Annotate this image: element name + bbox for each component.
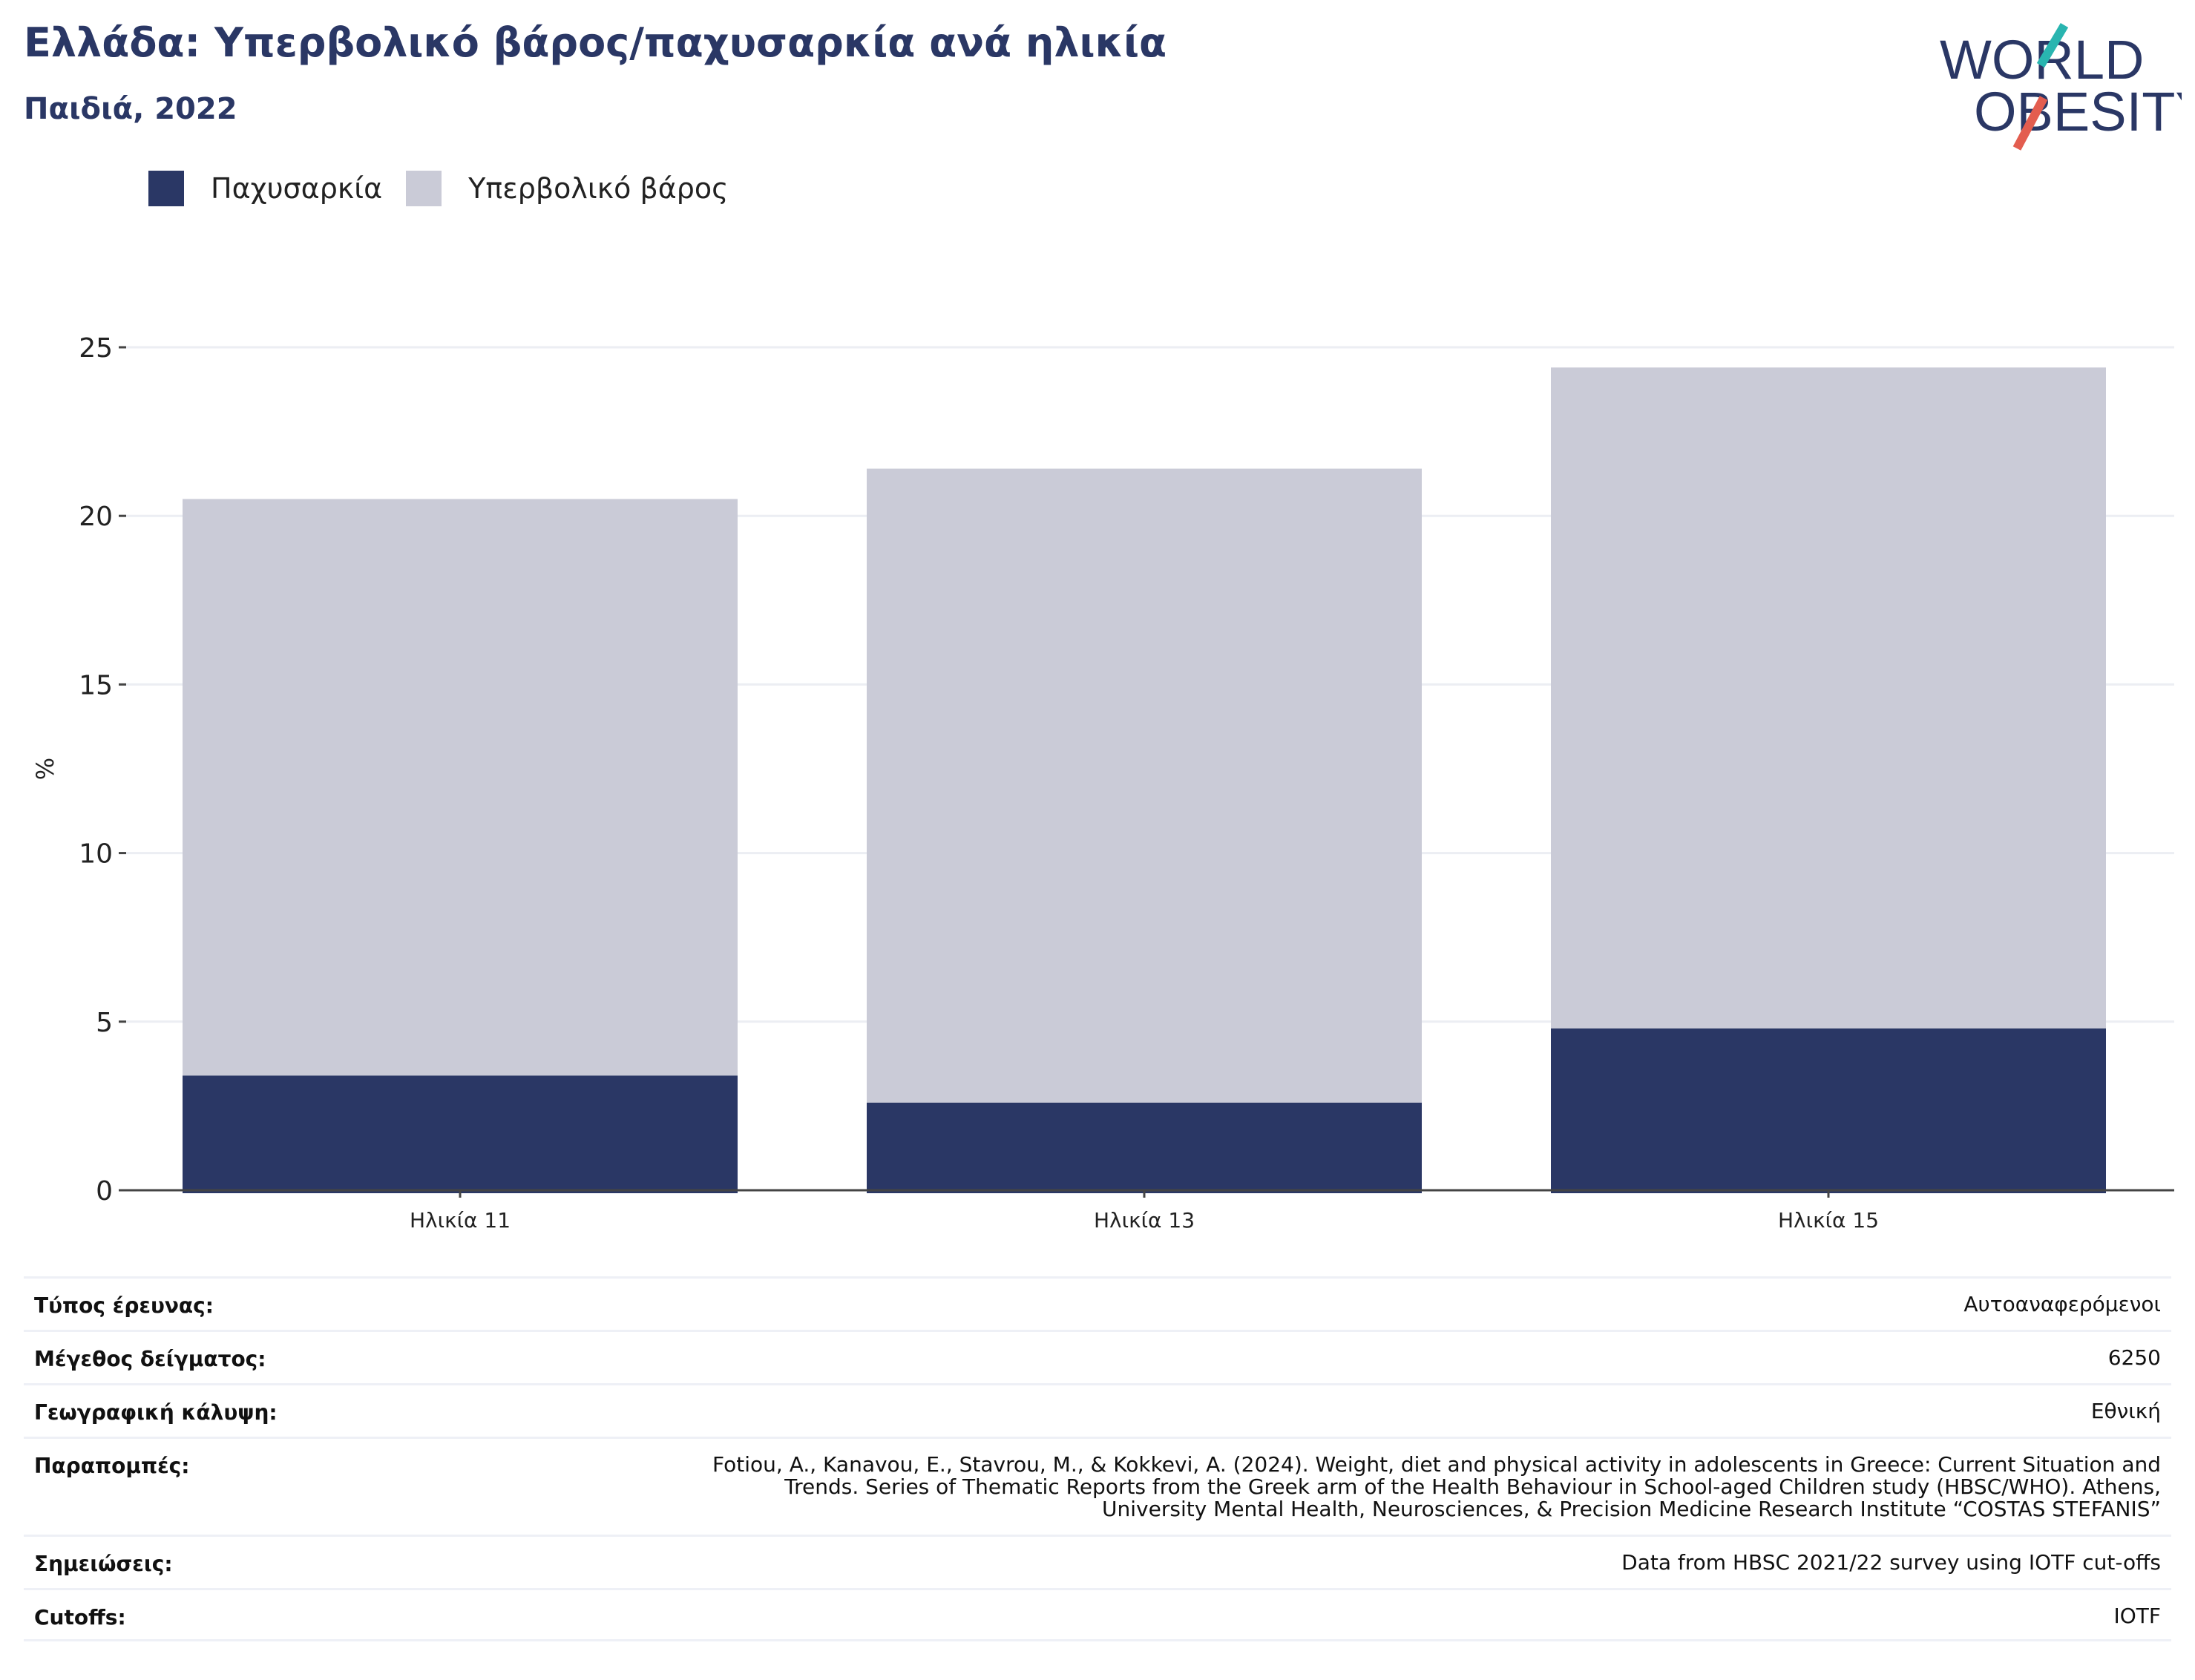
metadata-value: Data from HBSC 2021/22 survey using IOTF… [1621,1550,2161,1575]
x-axis-ticks: Ηλικία 11 Ηλικία 13 Ηλικία 15 [410,1190,1879,1233]
bar-segment[interactable] [183,1075,738,1193]
y-tick-label: 15 [79,670,113,700]
y-tick-label: 5 [96,1008,113,1038]
metadata-label: Τύπος έρευνας: [34,1293,214,1318]
chart-title: Ελλάδα: Υπερβολικό βάρος/παχυσαρκία ανά … [24,19,1167,66]
legend-swatch [406,171,442,206]
metadata-row: Τύπος έρευνας: Αυτοαναφερόμενοι [24,1276,2171,1330]
bars [183,367,2106,1193]
y-tick-label: 0 [96,1176,113,1207]
metadata-value-line: University Mental Health, Neurosciences,… [1102,1497,2161,1521]
metadata-value-line: Trends. Series of Thematic Reports from … [784,1474,2161,1499]
stacked-bar-chart: 0 5 10 15 20 25 Ηλικία 11 Ηλικία 13 Ηλικία 15 % [31,333,2174,1233]
metadata-row: Γεωγραφική κάλυψη: Εθνική [24,1383,2171,1437]
bar-segment[interactable] [183,499,738,1076]
metadata-value: IOTF [2113,1604,2161,1628]
metadata-label: Μέγεθος δείγματος: [34,1347,266,1371]
metadata-label: Γεωγραφική κάλυψη: [34,1400,278,1425]
metadata-label: Σημειώσεις: [34,1552,173,1576]
chart-subtitle: Παιδιά, 2022 [24,92,237,126]
metadata-row: Cutoffs: IOTF [24,1588,2171,1641]
logo-slash-teal [2036,22,2069,68]
legend: Παχυσαρκία Υπερβολικό βάρος [148,171,752,206]
bar-segment[interactable] [867,1102,1422,1193]
y-axis-ticks: 0 5 10 15 20 25 [79,333,126,1207]
legend-item[interactable]: Παχυσαρκία [148,171,382,206]
metadata-table: Τύπος έρευνας: Αυτοαναφερόμενοι Μέγεθος δε… [24,1276,2171,1641]
legend-swatch [148,171,184,206]
y-axis-label: % [31,758,59,780]
x-tick-label: Ηλικία 13 [1094,1208,1195,1233]
metadata-value: 6250 [2107,1345,2161,1370]
metadata-label: Παραπομπές: [34,1454,190,1478]
legend-label: Υπερβολικό βάρος [468,172,729,205]
y-tick-label: 25 [79,333,113,364]
logo-slash-red [2012,96,2048,151]
metadata-value: Fotiou, A., Kanavou, E., Stavrou, M., & … [712,1454,2161,1520]
metadata-value: Αυτοαναφερόμενοι [1963,1292,2161,1316]
logo-line-2: OBESITY [1974,81,2182,142]
y-tick-label: 10 [79,839,113,870]
x-tick-label: Ηλικία 15 [1778,1208,1879,1233]
metadata-row: Σημειώσεις: Data from HBSC 2021/22 survey… [24,1535,2171,1588]
legend-label: Παχυσαρκία [211,172,383,205]
bar-segment[interactable] [867,468,1422,1103]
bar-segment[interactable] [1551,367,2106,1028]
metadata-row: Παραπομπές: Fotiou, A., Kanavou, E., Stav… [24,1437,2171,1535]
legend-item[interactable]: Υπερβολικό βάρος [406,171,728,206]
metadata-row: Μέγεθος δείγματος: 6250 [24,1330,2171,1383]
world-obesity-logo: WORLD OBESITY [1940,22,2182,151]
metadata-value: Εθνική [2090,1399,2161,1423]
y-tick-label: 20 [79,502,113,532]
bar-segment[interactable] [1551,1028,2106,1193]
x-tick-label: Ηλικία 11 [410,1208,511,1233]
metadata-label: Cutoffs: [34,1605,126,1630]
metadata-value-line: Fotiou, A., Kanavou, E., Stavrou, M., & … [712,1452,2161,1477]
